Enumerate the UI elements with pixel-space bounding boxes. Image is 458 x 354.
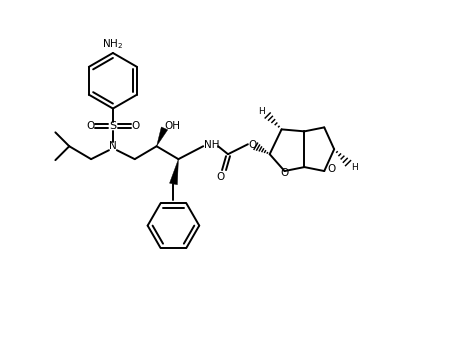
Polygon shape <box>157 127 168 146</box>
Text: O: O <box>327 164 335 174</box>
Text: O: O <box>86 121 94 131</box>
Text: H: H <box>351 162 357 172</box>
Text: H: H <box>258 107 265 116</box>
Polygon shape <box>169 159 179 185</box>
Text: NH: NH <box>204 140 220 150</box>
Text: O: O <box>216 172 224 182</box>
Text: S: S <box>109 121 116 131</box>
Text: NH$_2$: NH$_2$ <box>102 37 124 51</box>
Text: O: O <box>249 140 257 150</box>
Text: O: O <box>280 168 289 178</box>
Text: OH: OH <box>164 121 180 131</box>
Text: N: N <box>109 141 117 151</box>
Text: O: O <box>131 121 140 131</box>
